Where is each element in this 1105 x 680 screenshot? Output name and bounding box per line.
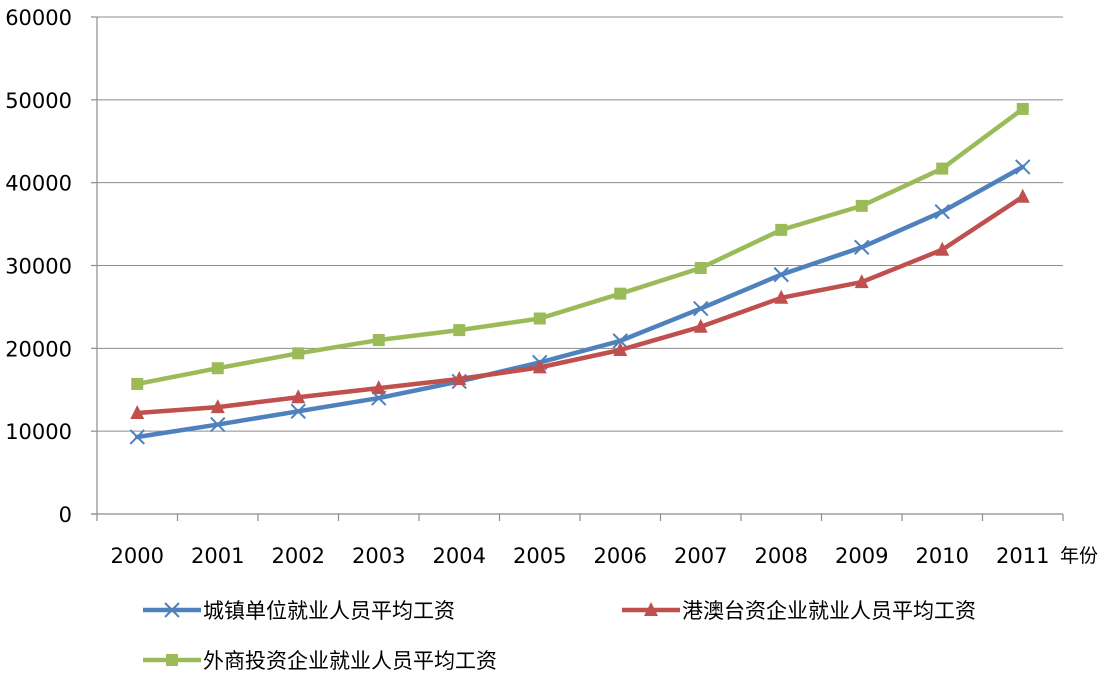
x-tick-labels: 2000 2001 2002 2003 2004 2005 2006 2007 2008 2009… [111, 544, 1050, 568]
data-point [934, 203, 950, 220]
x-tick-label: 2010 [916, 544, 969, 568]
legend-marker [166, 654, 178, 666]
data-point [935, 241, 950, 256]
x-tick-label: 2002 [272, 544, 325, 568]
data-point [1015, 159, 1031, 175]
data-point [1016, 102, 1029, 115]
data-point [936, 162, 949, 175]
data-point [453, 324, 466, 337]
data-point [613, 341, 628, 356]
series-2 [130, 188, 1030, 419]
data-point [292, 347, 305, 360]
series-3 [131, 102, 1029, 390]
series-line [135, 194, 1025, 416]
x-tick-label: 2004 [433, 544, 486, 568]
y-tick-label: 30000 [5, 255, 72, 279]
data-point [1015, 188, 1030, 203]
series-lines [129, 102, 1031, 445]
data-point [131, 377, 144, 390]
data-point [773, 266, 789, 283]
legend-label: 港澳台资企业就业人员平均工资 [682, 599, 976, 623]
x-tick-label: 2005 [513, 544, 566, 568]
y-tick-labels: 0 10000 20000 30000 40000 50000 60000 [5, 6, 72, 527]
data-point [614, 287, 627, 300]
x-tick-label: 2001 [191, 544, 244, 568]
data-point [612, 333, 628, 349]
legend-item: 城镇单位就业人员平均工资 [143, 599, 455, 623]
data-point [774, 289, 789, 304]
data-point [372, 334, 385, 347]
axes [91, 16, 1064, 521]
x-tick-label: 2008 [755, 544, 808, 568]
data-point [854, 239, 870, 255]
series-line [135, 164, 1025, 440]
data-point [290, 403, 306, 419]
data-point [532, 359, 547, 374]
legend-label: 城镇单位就业人员平均工资 [203, 599, 455, 623]
y-tick-label: 20000 [5, 337, 72, 361]
series-line [135, 106, 1025, 387]
data-point [694, 261, 707, 274]
legend-item: 港澳台资企业就业人员平均工资 [622, 599, 976, 623]
x-axis-label: 年份 [1060, 545, 1098, 567]
legend-item: 外商投资企业就业人员平均工资 [143, 649, 497, 673]
data-point [775, 223, 788, 236]
x-tick-label: 2006 [594, 544, 647, 568]
y-tick-label: 40000 [5, 172, 72, 196]
gridlines [97, 16, 1063, 432]
data-point [533, 312, 546, 325]
x-tick-label: 2009 [835, 544, 888, 568]
legend-marker [644, 602, 658, 616]
data-point [855, 199, 868, 212]
legend-marker [164, 602, 180, 618]
y-tick-label: 10000 [5, 420, 72, 444]
data-point [693, 318, 708, 333]
y-tick-label: 0 [59, 503, 72, 527]
legend-label: 外商投资企业就业人员平均工资 [203, 649, 497, 673]
x-tick-label: 2000 [111, 544, 164, 568]
data-point [371, 380, 386, 395]
data-point [211, 362, 224, 375]
data-point [854, 274, 869, 289]
data-point [129, 429, 145, 445]
y-tick-label: 60000 [5, 6, 72, 30]
data-point [210, 399, 225, 414]
y-tick-label: 50000 [5, 89, 72, 113]
x-tick-label: 2003 [352, 544, 405, 568]
x-tick-label: 2007 [674, 544, 727, 568]
data-point [452, 370, 467, 385]
data-point [130, 404, 145, 419]
data-point [693, 300, 709, 317]
data-point [210, 416, 226, 433]
x-tick-label: 2011 [996, 544, 1049, 568]
data-point [291, 389, 306, 404]
